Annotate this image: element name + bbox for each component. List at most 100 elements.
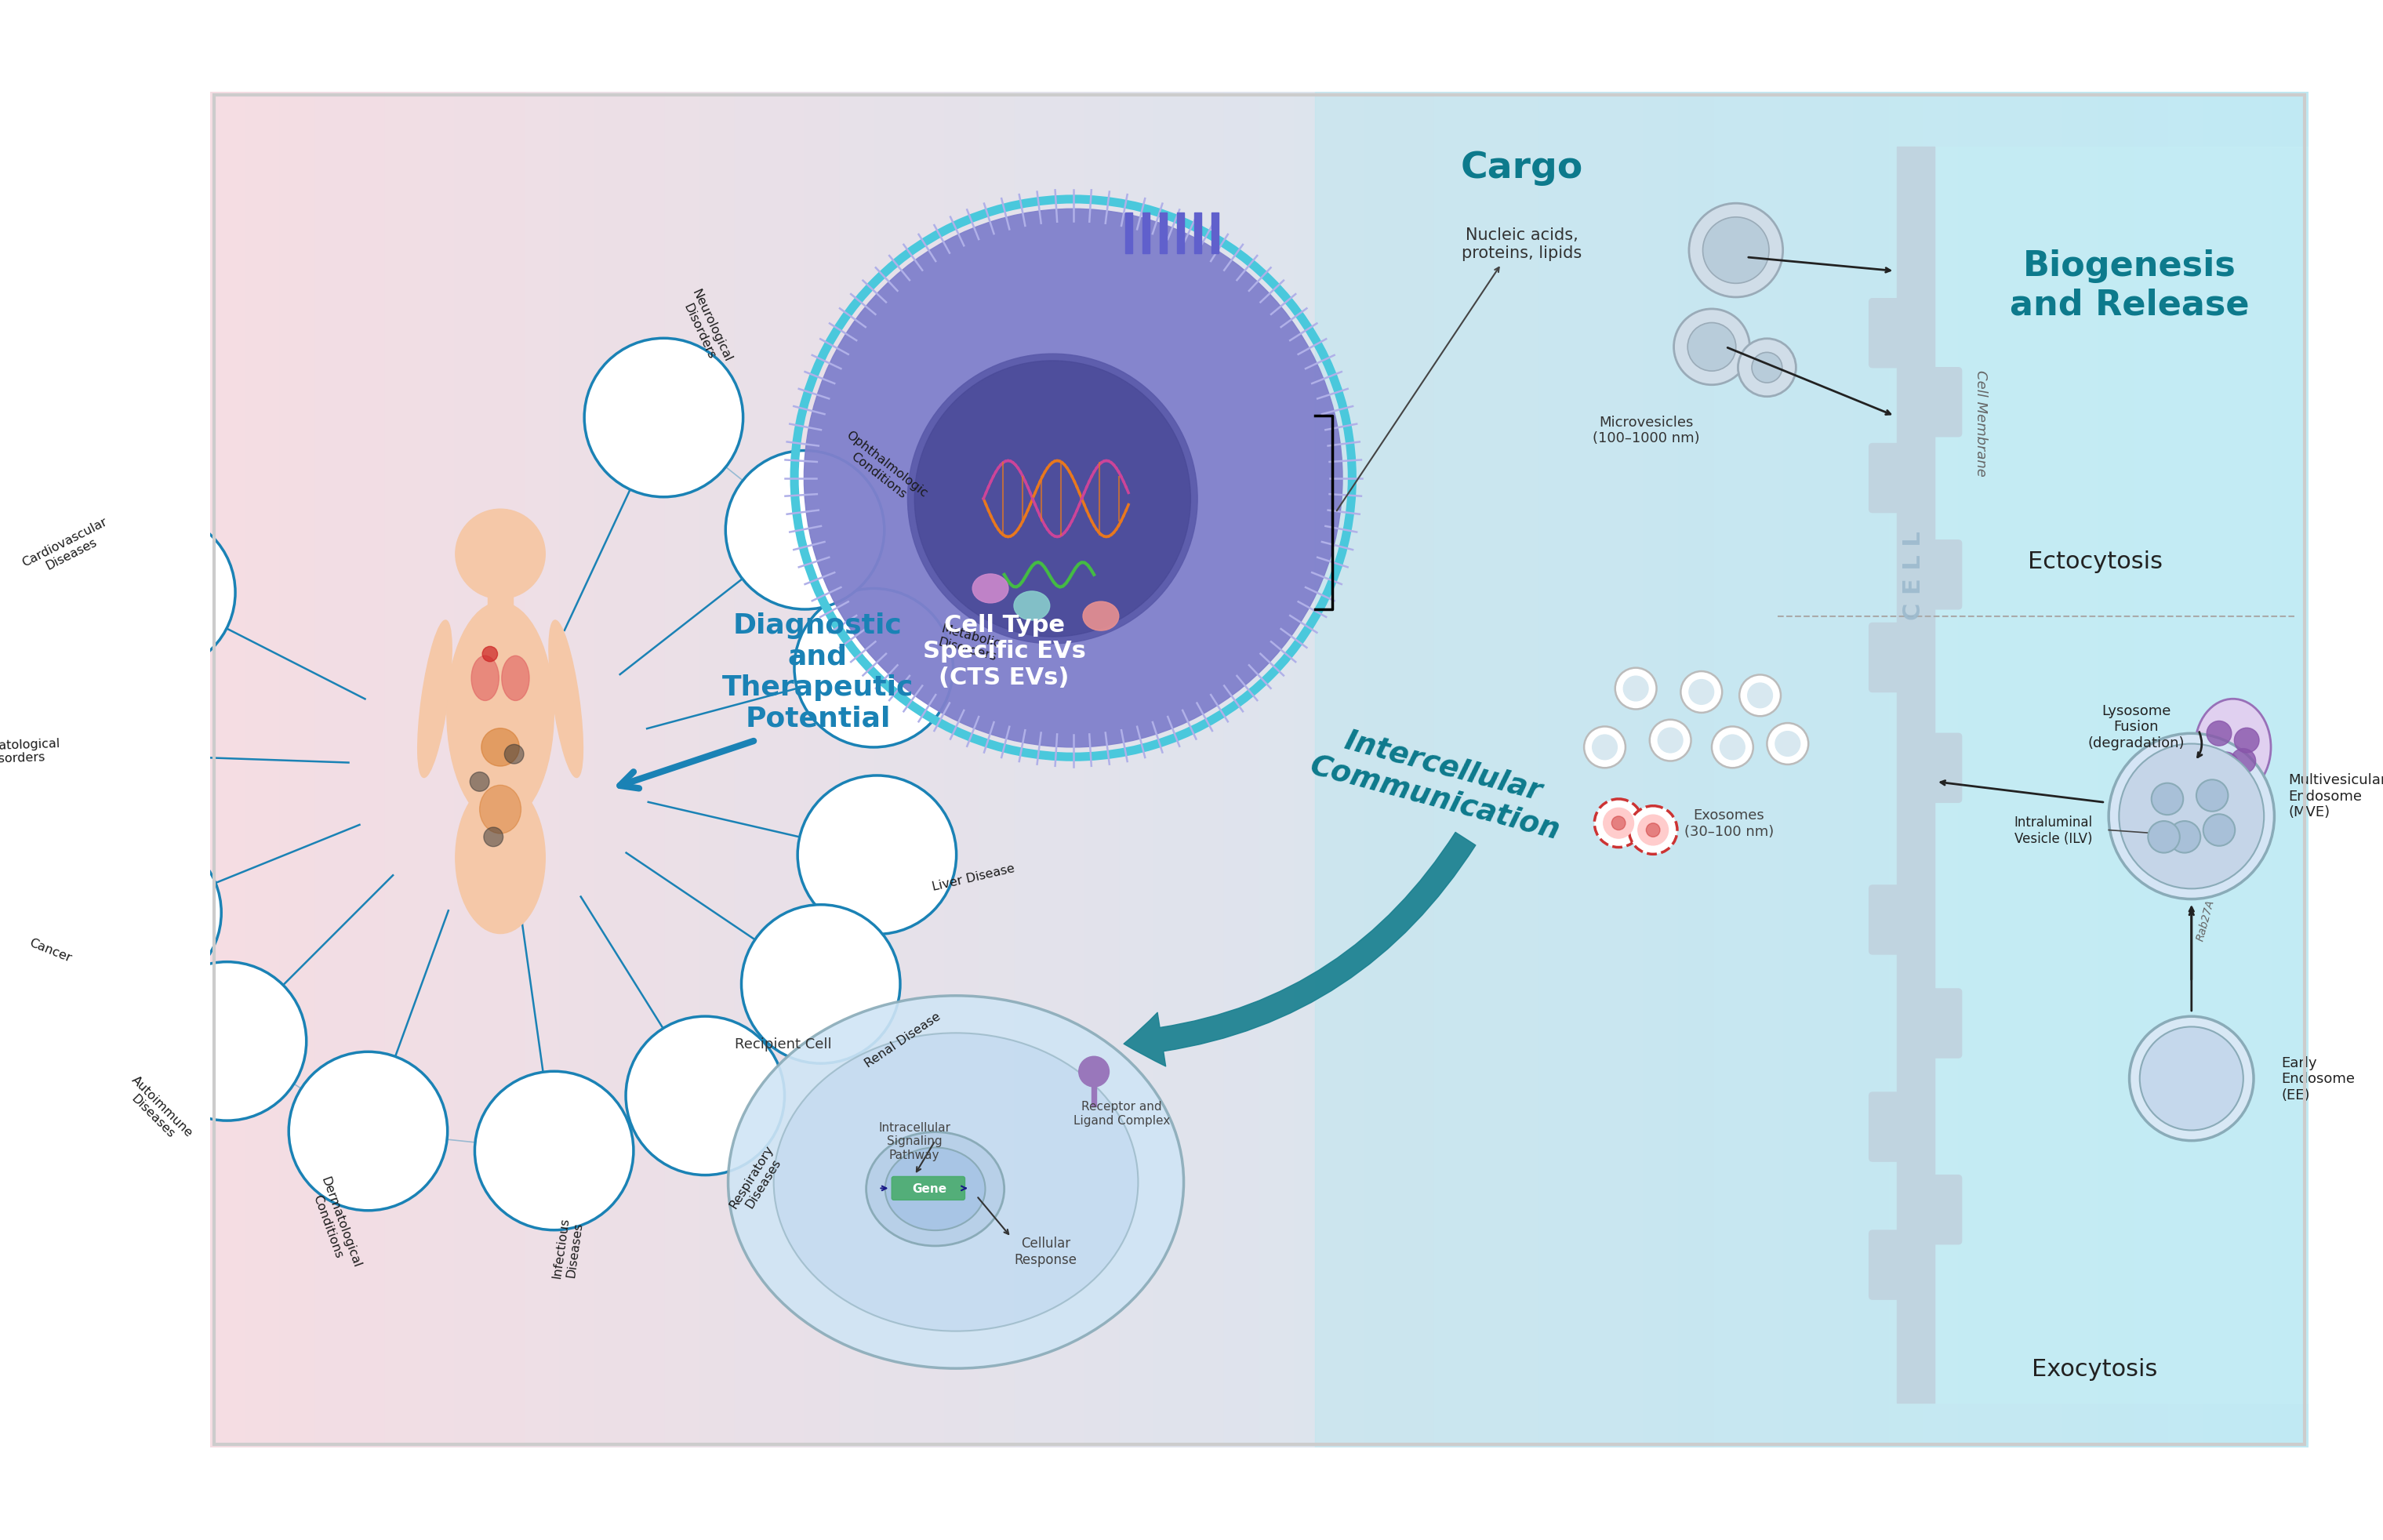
Bar [524, 92, 560, 1448]
Bar [1468, 92, 1504, 1448]
Circle shape [2169, 821, 2200, 853]
Bar [281, 92, 315, 1448]
Text: Recipient Cell: Recipient Cell [734, 1036, 832, 1052]
Bar [1084, 92, 1120, 1448]
Text: Gene: Gene [913, 1183, 946, 1195]
Circle shape [908, 354, 1199, 644]
Text: Respiratory
Diseases: Respiratory Diseases [727, 1143, 786, 1217]
Bar [560, 92, 596, 1448]
Bar [1294, 92, 1330, 1448]
FancyBboxPatch shape [1868, 1230, 1904, 1300]
Ellipse shape [865, 1132, 1003, 1246]
Text: Exosomes
(30–100 nm): Exosomes (30–100 nm) [1685, 809, 1773, 839]
Circle shape [2147, 821, 2180, 853]
Text: Cargo: Cargo [1461, 151, 1582, 186]
Bar [1225, 92, 1258, 1448]
Bar [1680, 92, 1713, 1448]
Bar [491, 92, 524, 1448]
Text: C E L L: C E L L [1902, 530, 1925, 619]
FancyArrowPatch shape [1125, 833, 1475, 1067]
Circle shape [1611, 816, 1625, 830]
Circle shape [1690, 681, 1713, 705]
FancyBboxPatch shape [1868, 886, 1904, 955]
Text: Lysosome
Fusion
(degradation): Lysosome Fusion (degradation) [2088, 704, 2185, 750]
Text: Metabolic
Disorders: Metabolic Disorders [937, 622, 1001, 662]
Bar [2028, 92, 2064, 1448]
Bar [1153, 92, 1189, 1448]
Bar [2064, 92, 2099, 1448]
Bar [1194, 213, 1201, 254]
Bar [1399, 92, 1435, 1448]
Bar [734, 92, 770, 1448]
Bar [1923, 92, 1959, 1448]
Circle shape [2140, 1027, 2242, 1130]
Bar [910, 92, 944, 1448]
Circle shape [1585, 727, 1625, 768]
Circle shape [2207, 721, 2230, 747]
Circle shape [915, 362, 1192, 638]
Bar [1854, 92, 1890, 1448]
Ellipse shape [884, 1147, 984, 1230]
Circle shape [1647, 824, 1661, 838]
Bar [1818, 92, 1854, 1448]
Text: Autoimmune
Diseases: Autoimmune Diseases [119, 1073, 195, 1149]
Circle shape [794, 588, 953, 747]
Bar [1315, 92, 2309, 1448]
Bar [1330, 92, 1363, 1448]
Circle shape [62, 833, 222, 992]
Ellipse shape [2195, 699, 2271, 796]
Bar [1091, 1072, 1096, 1106]
Circle shape [584, 339, 743, 497]
Text: Biogenesis
and Release: Biogenesis and Release [2009, 249, 2250, 322]
Circle shape [1711, 727, 1754, 768]
Bar [1015, 92, 1049, 1448]
Circle shape [76, 513, 236, 673]
Ellipse shape [417, 621, 453, 778]
Circle shape [2204, 815, 2235, 847]
Circle shape [724, 451, 884, 610]
Circle shape [1775, 732, 1799, 756]
Text: Diagnostic
and
Therapeutic
Potential: Diagnostic and Therapeutic Potential [722, 611, 913, 732]
Circle shape [1766, 724, 1809, 765]
Circle shape [474, 1072, 634, 1230]
Circle shape [627, 1016, 784, 1175]
Bar [596, 92, 629, 1448]
Bar [979, 92, 1015, 1448]
Bar [489, 596, 512, 634]
FancyBboxPatch shape [1868, 624, 1904, 693]
Text: Early
Endosome
(EE): Early Endosome (EE) [2281, 1055, 2354, 1103]
Ellipse shape [481, 647, 498, 662]
Text: Liver Disease: Liver Disease [932, 862, 1015, 893]
Ellipse shape [972, 574, 1008, 604]
Bar [1049, 92, 1084, 1448]
Circle shape [2197, 779, 2228, 812]
Ellipse shape [1013, 591, 1051, 621]
Circle shape [2118, 744, 2264, 889]
Bar [1125, 213, 1132, 254]
Bar [1141, 213, 1149, 254]
Bar [770, 92, 805, 1448]
Text: Infectious
Diseases: Infectious Diseases [550, 1217, 584, 1281]
Bar [2169, 92, 2204, 1448]
Bar [1504, 92, 1539, 1448]
Bar [1890, 92, 1923, 1448]
Bar [1161, 213, 1165, 254]
Bar [1785, 92, 1818, 1448]
Circle shape [36, 676, 193, 835]
Bar [805, 92, 839, 1448]
Circle shape [1673, 310, 1749, 385]
Bar [665, 92, 701, 1448]
FancyBboxPatch shape [1928, 1175, 1961, 1244]
Bar [1435, 92, 1468, 1448]
Bar [1177, 213, 1184, 254]
Circle shape [2152, 784, 2183, 815]
Bar [1189, 92, 1225, 1448]
Ellipse shape [729, 996, 1184, 1369]
Bar [245, 92, 281, 1448]
Bar [629, 92, 665, 1448]
Text: Rab27A: Rab27A [2195, 898, 2216, 942]
Bar [701, 92, 734, 1448]
Text: Cell Membrane: Cell Membrane [1973, 370, 1987, 476]
Bar [1573, 92, 1609, 1448]
FancyBboxPatch shape [891, 1177, 965, 1200]
